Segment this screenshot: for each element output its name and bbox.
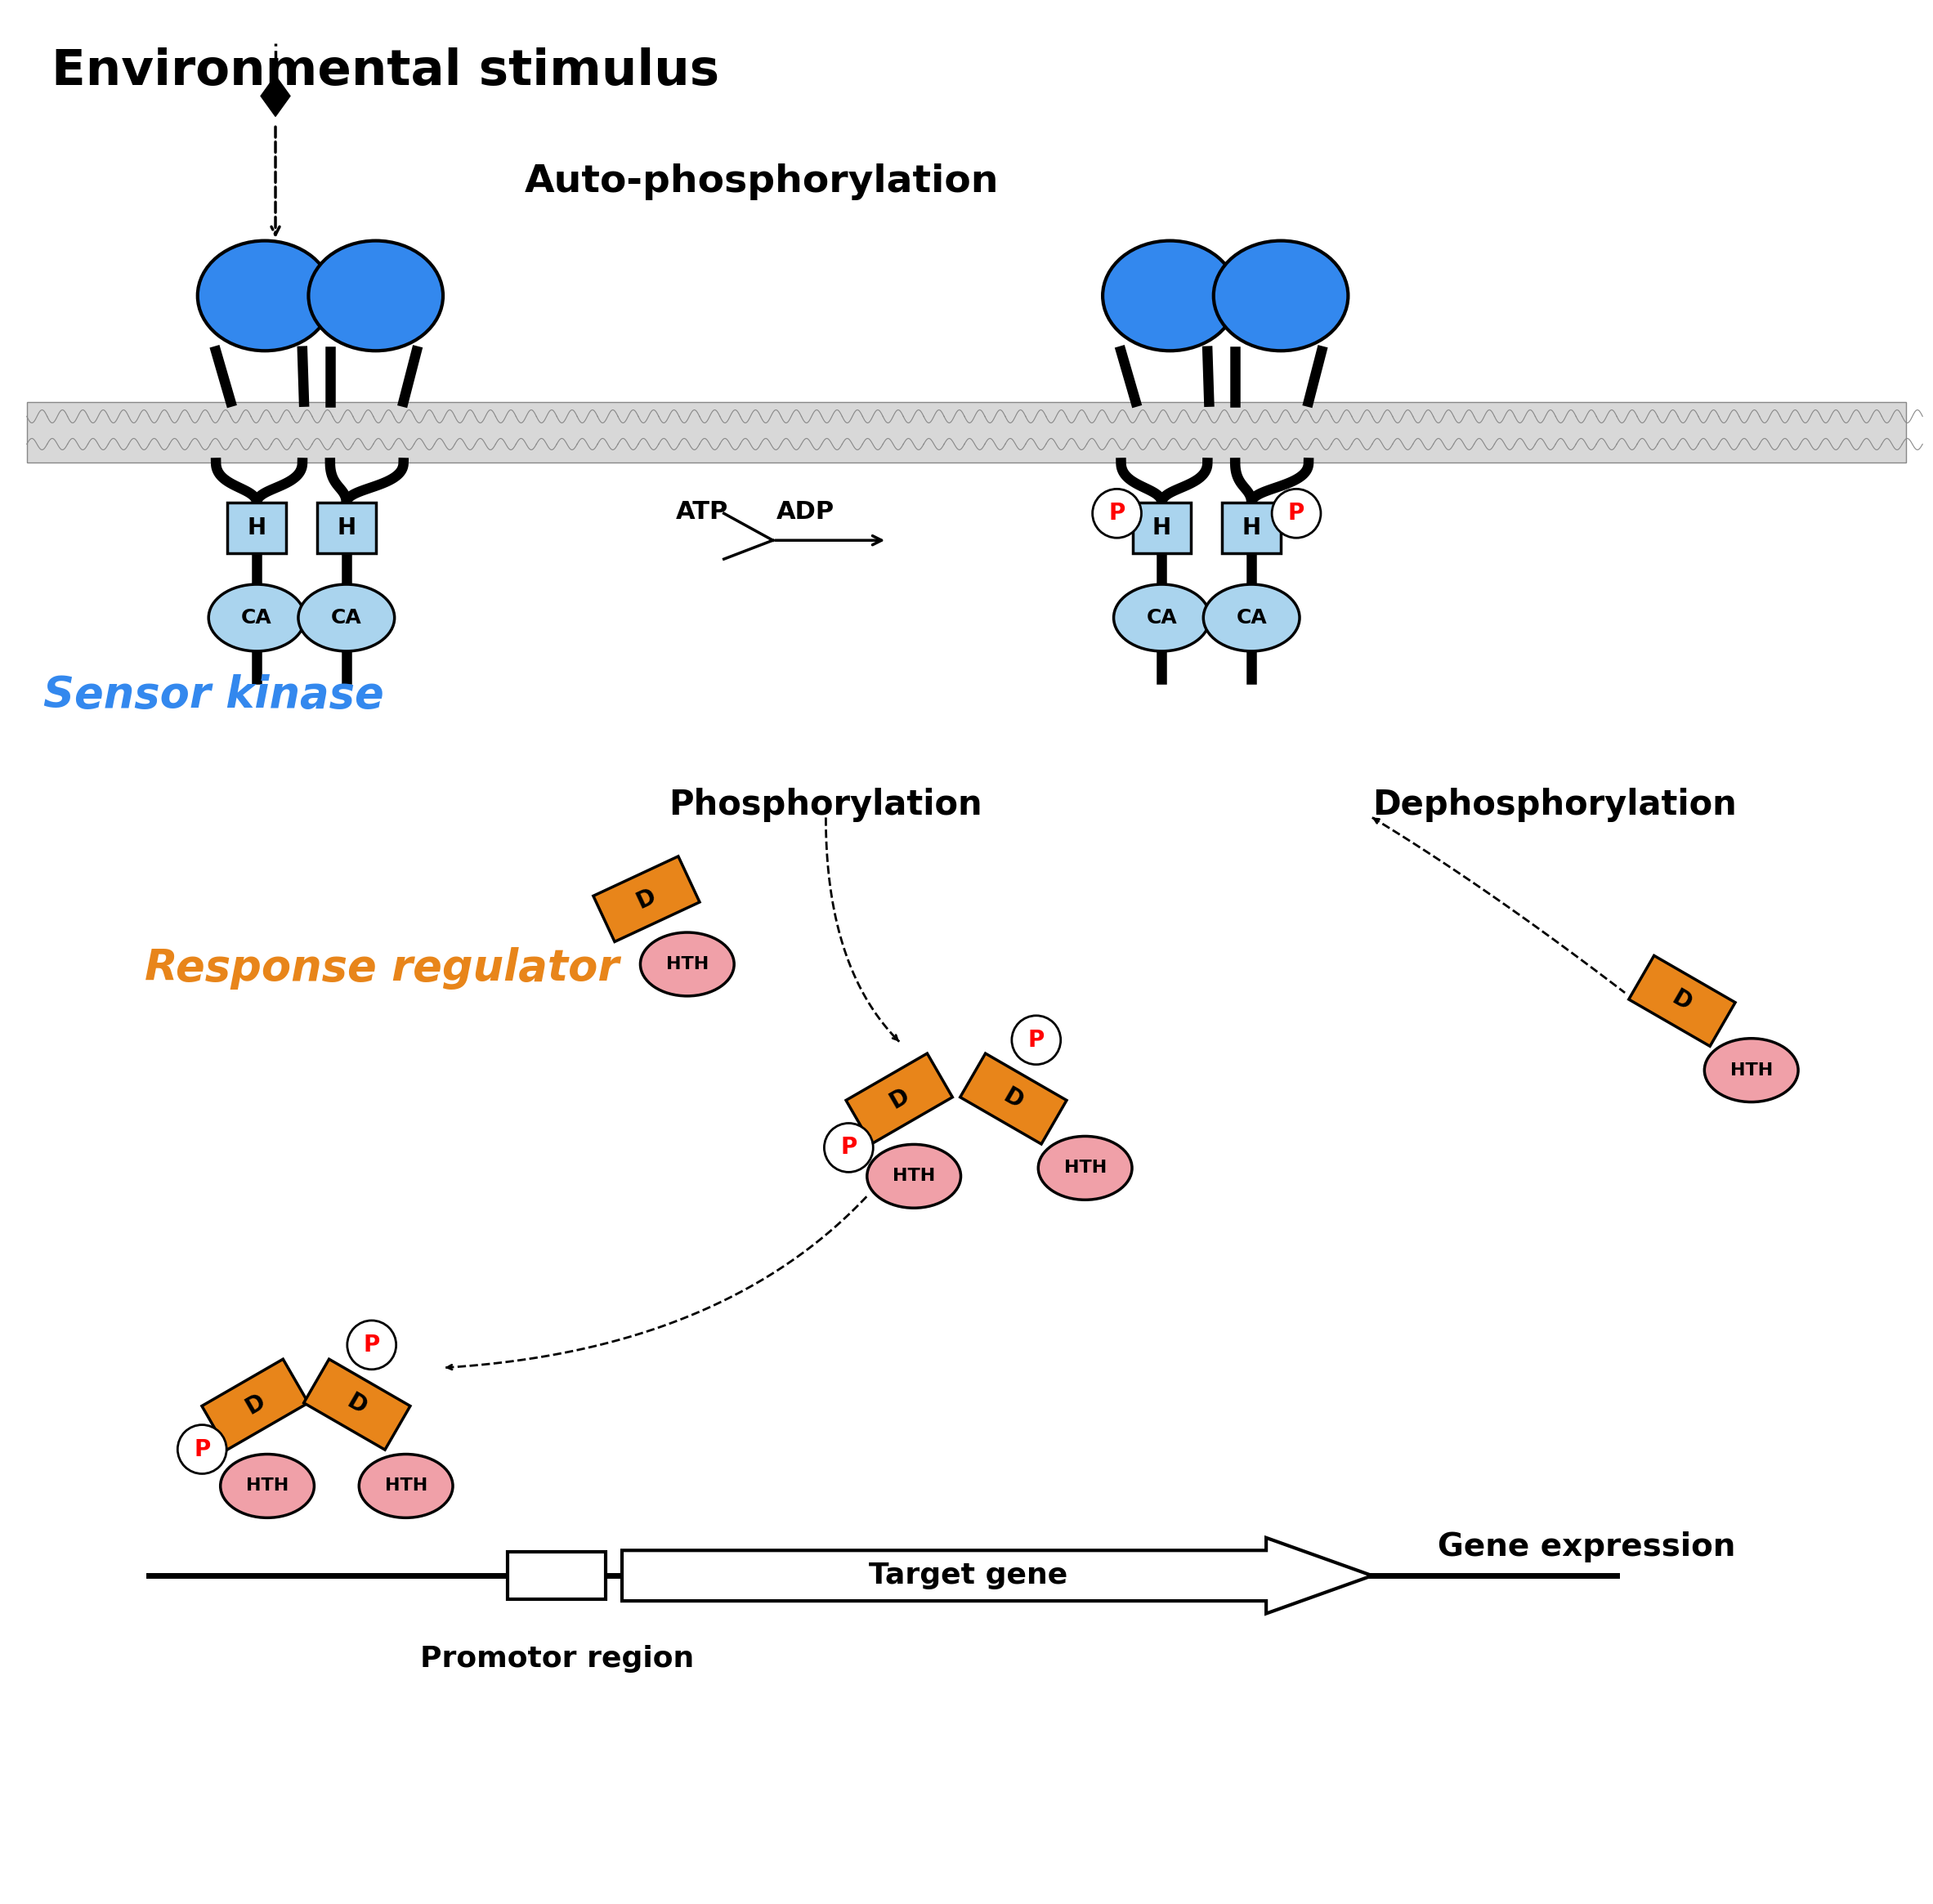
Text: Environmental stimulus: Environmental stimulus [52,48,719,95]
Text: HTH: HTH [893,1167,936,1184]
Text: P: P [841,1137,856,1160]
Text: Auto-phosphorylation: Auto-phosphorylation [524,164,999,200]
Ellipse shape [209,585,305,651]
Text: Dephosphorylation: Dephosphorylation [1372,788,1736,823]
Text: HTH: HTH [1730,1062,1773,1078]
Polygon shape [303,1359,410,1449]
Ellipse shape [1011,1015,1061,1064]
Text: Gene expression: Gene expression [1438,1531,1736,1563]
Text: H: H [336,516,356,539]
Text: P: P [1028,1028,1044,1051]
Polygon shape [201,1359,309,1449]
Ellipse shape [823,1123,874,1173]
Text: CA: CA [331,607,361,628]
Ellipse shape [868,1144,961,1207]
Text: D: D [885,1083,912,1114]
Text: CA: CA [1235,607,1266,628]
Ellipse shape [1113,585,1210,651]
Text: D: D [634,885,659,914]
Ellipse shape [360,1455,452,1517]
Ellipse shape [178,1424,226,1474]
Text: H: H [247,516,267,539]
Ellipse shape [1102,240,1237,350]
Ellipse shape [1204,585,1299,651]
Ellipse shape [1272,489,1320,537]
FancyBboxPatch shape [1133,503,1191,554]
FancyBboxPatch shape [1222,503,1282,554]
Ellipse shape [220,1455,315,1517]
Ellipse shape [298,585,394,651]
Text: P: P [1287,503,1305,526]
Text: HTH: HTH [385,1478,427,1495]
FancyArrow shape [622,1538,1372,1613]
Ellipse shape [348,1321,396,1369]
Text: H: H [1152,516,1171,539]
FancyBboxPatch shape [228,503,286,554]
Polygon shape [1630,956,1736,1045]
Polygon shape [847,1053,953,1144]
Text: P: P [1110,503,1125,526]
Text: Target gene: Target gene [870,1561,1067,1590]
Ellipse shape [1705,1038,1798,1102]
Text: HTH: HTH [1063,1160,1106,1177]
Text: D: D [344,1390,371,1418]
Text: CA: CA [242,607,273,628]
Text: P: P [193,1438,211,1460]
Text: D: D [999,1083,1026,1114]
Ellipse shape [1092,489,1140,537]
FancyBboxPatch shape [508,1552,605,1599]
Text: P: P [363,1333,381,1356]
Text: Promotor region: Promotor region [419,1645,694,1674]
Polygon shape [961,1053,1067,1144]
Text: Phosphorylation: Phosphorylation [669,788,982,823]
FancyBboxPatch shape [27,402,1906,463]
Ellipse shape [197,240,332,350]
Ellipse shape [640,933,735,996]
Text: Sensor kinase: Sensor kinase [43,674,383,716]
Ellipse shape [1214,240,1347,350]
Polygon shape [261,76,290,116]
Text: ATP: ATP [677,501,729,524]
FancyBboxPatch shape [317,503,375,554]
Polygon shape [593,857,700,942]
Ellipse shape [1038,1137,1133,1200]
Text: D: D [1668,986,1695,1015]
Text: HTH: HTH [665,956,709,973]
Text: ADP: ADP [777,501,835,524]
Text: Response regulator: Response regulator [145,946,619,990]
Text: H: H [1243,516,1260,539]
Text: HTH: HTH [245,1478,288,1495]
Text: D: D [242,1390,269,1418]
Text: CA: CA [1146,607,1177,628]
Ellipse shape [309,240,443,350]
